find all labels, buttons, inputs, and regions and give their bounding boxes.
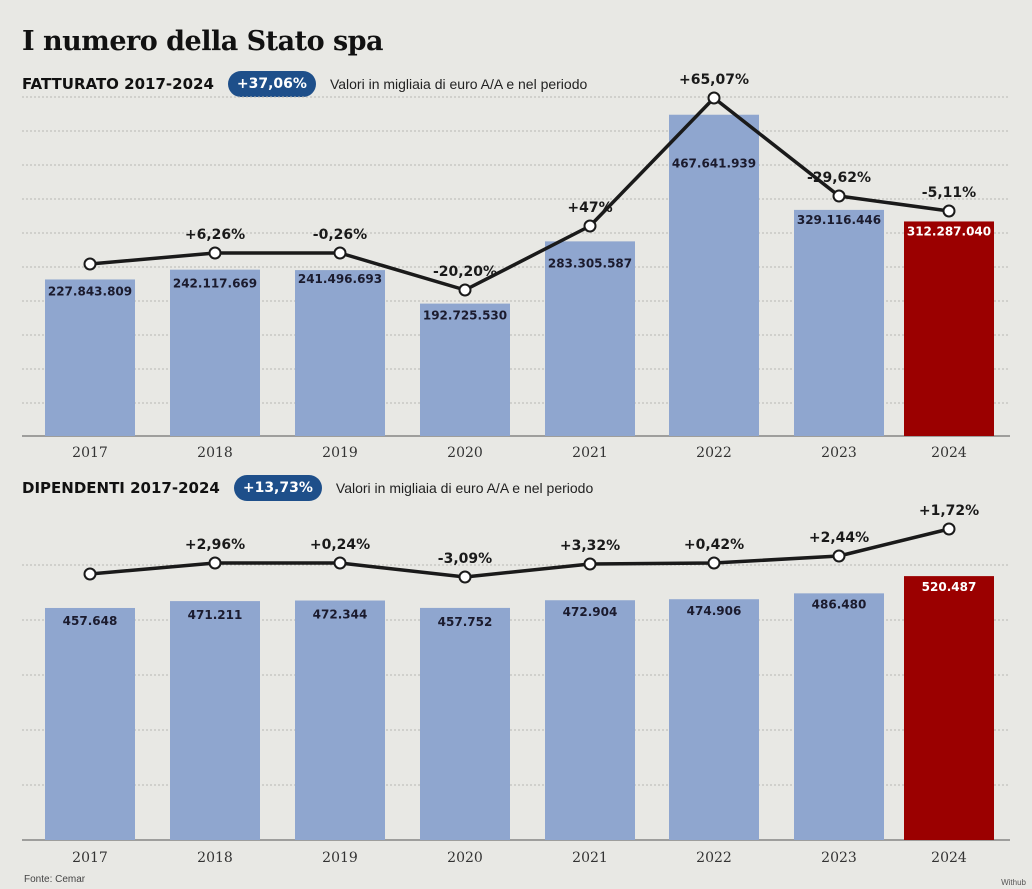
change-label-2018: +6,26% [185, 227, 245, 243]
change-label-2022: +0,42% [684, 537, 744, 553]
value-label-2024: 312.287.040 [907, 224, 991, 238]
bar-2017 [45, 607, 135, 840]
value-label-2021: 472.904 [563, 605, 618, 619]
bar-2018 [170, 601, 260, 840]
tick-label-2019: 2019 [322, 850, 358, 866]
change-line [89, 527, 950, 579]
tick-label-2023: 2023 [821, 850, 857, 866]
bar-2018 [170, 269, 260, 436]
tick-label-2023: 2023 [821, 445, 857, 461]
bar-2024 [904, 221, 994, 436]
value-label-2023: 486.480 [812, 597, 867, 611]
bar-2017 [45, 279, 135, 436]
change-line [89, 96, 950, 292]
change-point-2020 [458, 283, 472, 297]
change-point-2021 [583, 219, 597, 233]
employees-chart-header: DIPENDENTI 2017-2024 +13,73% Valori in m… [22, 474, 593, 502]
value-label-2021: 283.305.587 [548, 256, 632, 270]
tick-label-2020: 2020 [447, 850, 483, 866]
change-label-2020: -3,09% [438, 551, 492, 567]
tick-label-2024: 2024 [931, 850, 967, 866]
change-point-2018 [208, 246, 222, 260]
value-label-2017: 227.843.809 [48, 284, 132, 298]
tick-label-2019: 2019 [322, 445, 358, 461]
change-label-2024: -5,11% [922, 185, 976, 201]
change-point-2018 [208, 556, 222, 570]
value-label-2023: 329.116.446 [797, 213, 881, 227]
value-label-2017: 457.648 [63, 614, 118, 628]
value-label-2024: 520.487 [922, 580, 977, 594]
value-label-2019: 241.496.693 [298, 272, 382, 286]
value-label-2020: 192.725.530 [423, 309, 507, 323]
change-point-2024 [942, 204, 956, 218]
change-label-2023: -29,62% [807, 170, 871, 186]
change-point-2020 [458, 570, 472, 584]
tick-label-2022: 2022 [696, 850, 732, 866]
source-note: Fonte: Cemar [24, 874, 86, 885]
tick-label-2018: 2018 [197, 850, 233, 866]
credit-note: Withub [1001, 878, 1026, 887]
change-point-2019 [333, 246, 347, 260]
tick-label-2018: 2018 [197, 445, 233, 461]
change-point-2023 [832, 549, 846, 563]
change-point-2019 [333, 556, 347, 570]
value-label-2019: 472.344 [313, 608, 368, 622]
bar-2021 [545, 241, 635, 436]
bar-2024 [904, 576, 994, 840]
value-label-2018: 471.211 [188, 608, 243, 622]
revenue-chart-subtitle: Valori in migliaia di euro A/A e nel per… [329, 76, 588, 92]
tick-label-2017: 2017 [72, 445, 108, 461]
employees-chart-subtitle: Valori in migliaia di euro A/A e nel per… [335, 480, 594, 496]
change-label-2018: +2,96% [185, 537, 245, 553]
bar-2020 [420, 607, 510, 840]
employees-total-change-badge: +13,73% [233, 475, 322, 501]
tick-label-2024: 2024 [931, 445, 967, 461]
change-label-2019: -0,26% [313, 227, 367, 243]
bar-2022 [669, 114, 759, 437]
change-label-2024: +1,72% [919, 503, 979, 519]
revenue-chart-header: FATTURATO 2017-2024 +37,06% Valori in mi… [22, 70, 587, 98]
change-point-2022 [707, 91, 721, 105]
tick-label-2021: 2021 [572, 850, 608, 866]
page-title: I numero della Stato spa [22, 26, 384, 57]
change-label-2020: -20,20% [433, 264, 497, 280]
change-label-2021: +3,32% [560, 538, 620, 554]
change-label-2023: +2,44% [809, 530, 869, 546]
revenue-chart-title: FATTURATO 2017-2024 [22, 75, 214, 93]
bar-2020 [420, 303, 510, 436]
revenue-total-change-badge: +37,06% [227, 71, 316, 97]
tick-label-2022: 2022 [696, 445, 732, 461]
tick-label-2021: 2021 [572, 445, 608, 461]
change-label-2021: +47% [567, 200, 612, 216]
bar-2023 [794, 209, 884, 436]
bar-2021 [545, 600, 635, 840]
tick-label-2020: 2020 [447, 445, 483, 461]
change-point-2017 [83, 257, 97, 271]
change-label-2022: +65,07% [679, 72, 749, 88]
bar-2019 [295, 600, 385, 840]
bar-2022 [669, 599, 759, 840]
change-label-2019: +0,24% [310, 537, 370, 553]
change-point-2024 [942, 522, 956, 536]
value-label-2018: 242.117.669 [173, 277, 257, 291]
value-label-2022: 474.906 [687, 604, 742, 618]
change-point-2022 [707, 556, 721, 570]
tick-label-2017: 2017 [72, 850, 108, 866]
change-point-2023 [832, 189, 846, 203]
change-point-2017 [83, 567, 97, 581]
value-label-2020: 457.752 [438, 615, 493, 629]
bar-2023 [794, 593, 884, 840]
employees-chart-title: DIPENDENTI 2017-2024 [22, 479, 220, 497]
change-point-2021 [583, 557, 597, 571]
value-label-2022: 467.641.939 [672, 157, 756, 171]
bar-2019 [295, 270, 385, 436]
